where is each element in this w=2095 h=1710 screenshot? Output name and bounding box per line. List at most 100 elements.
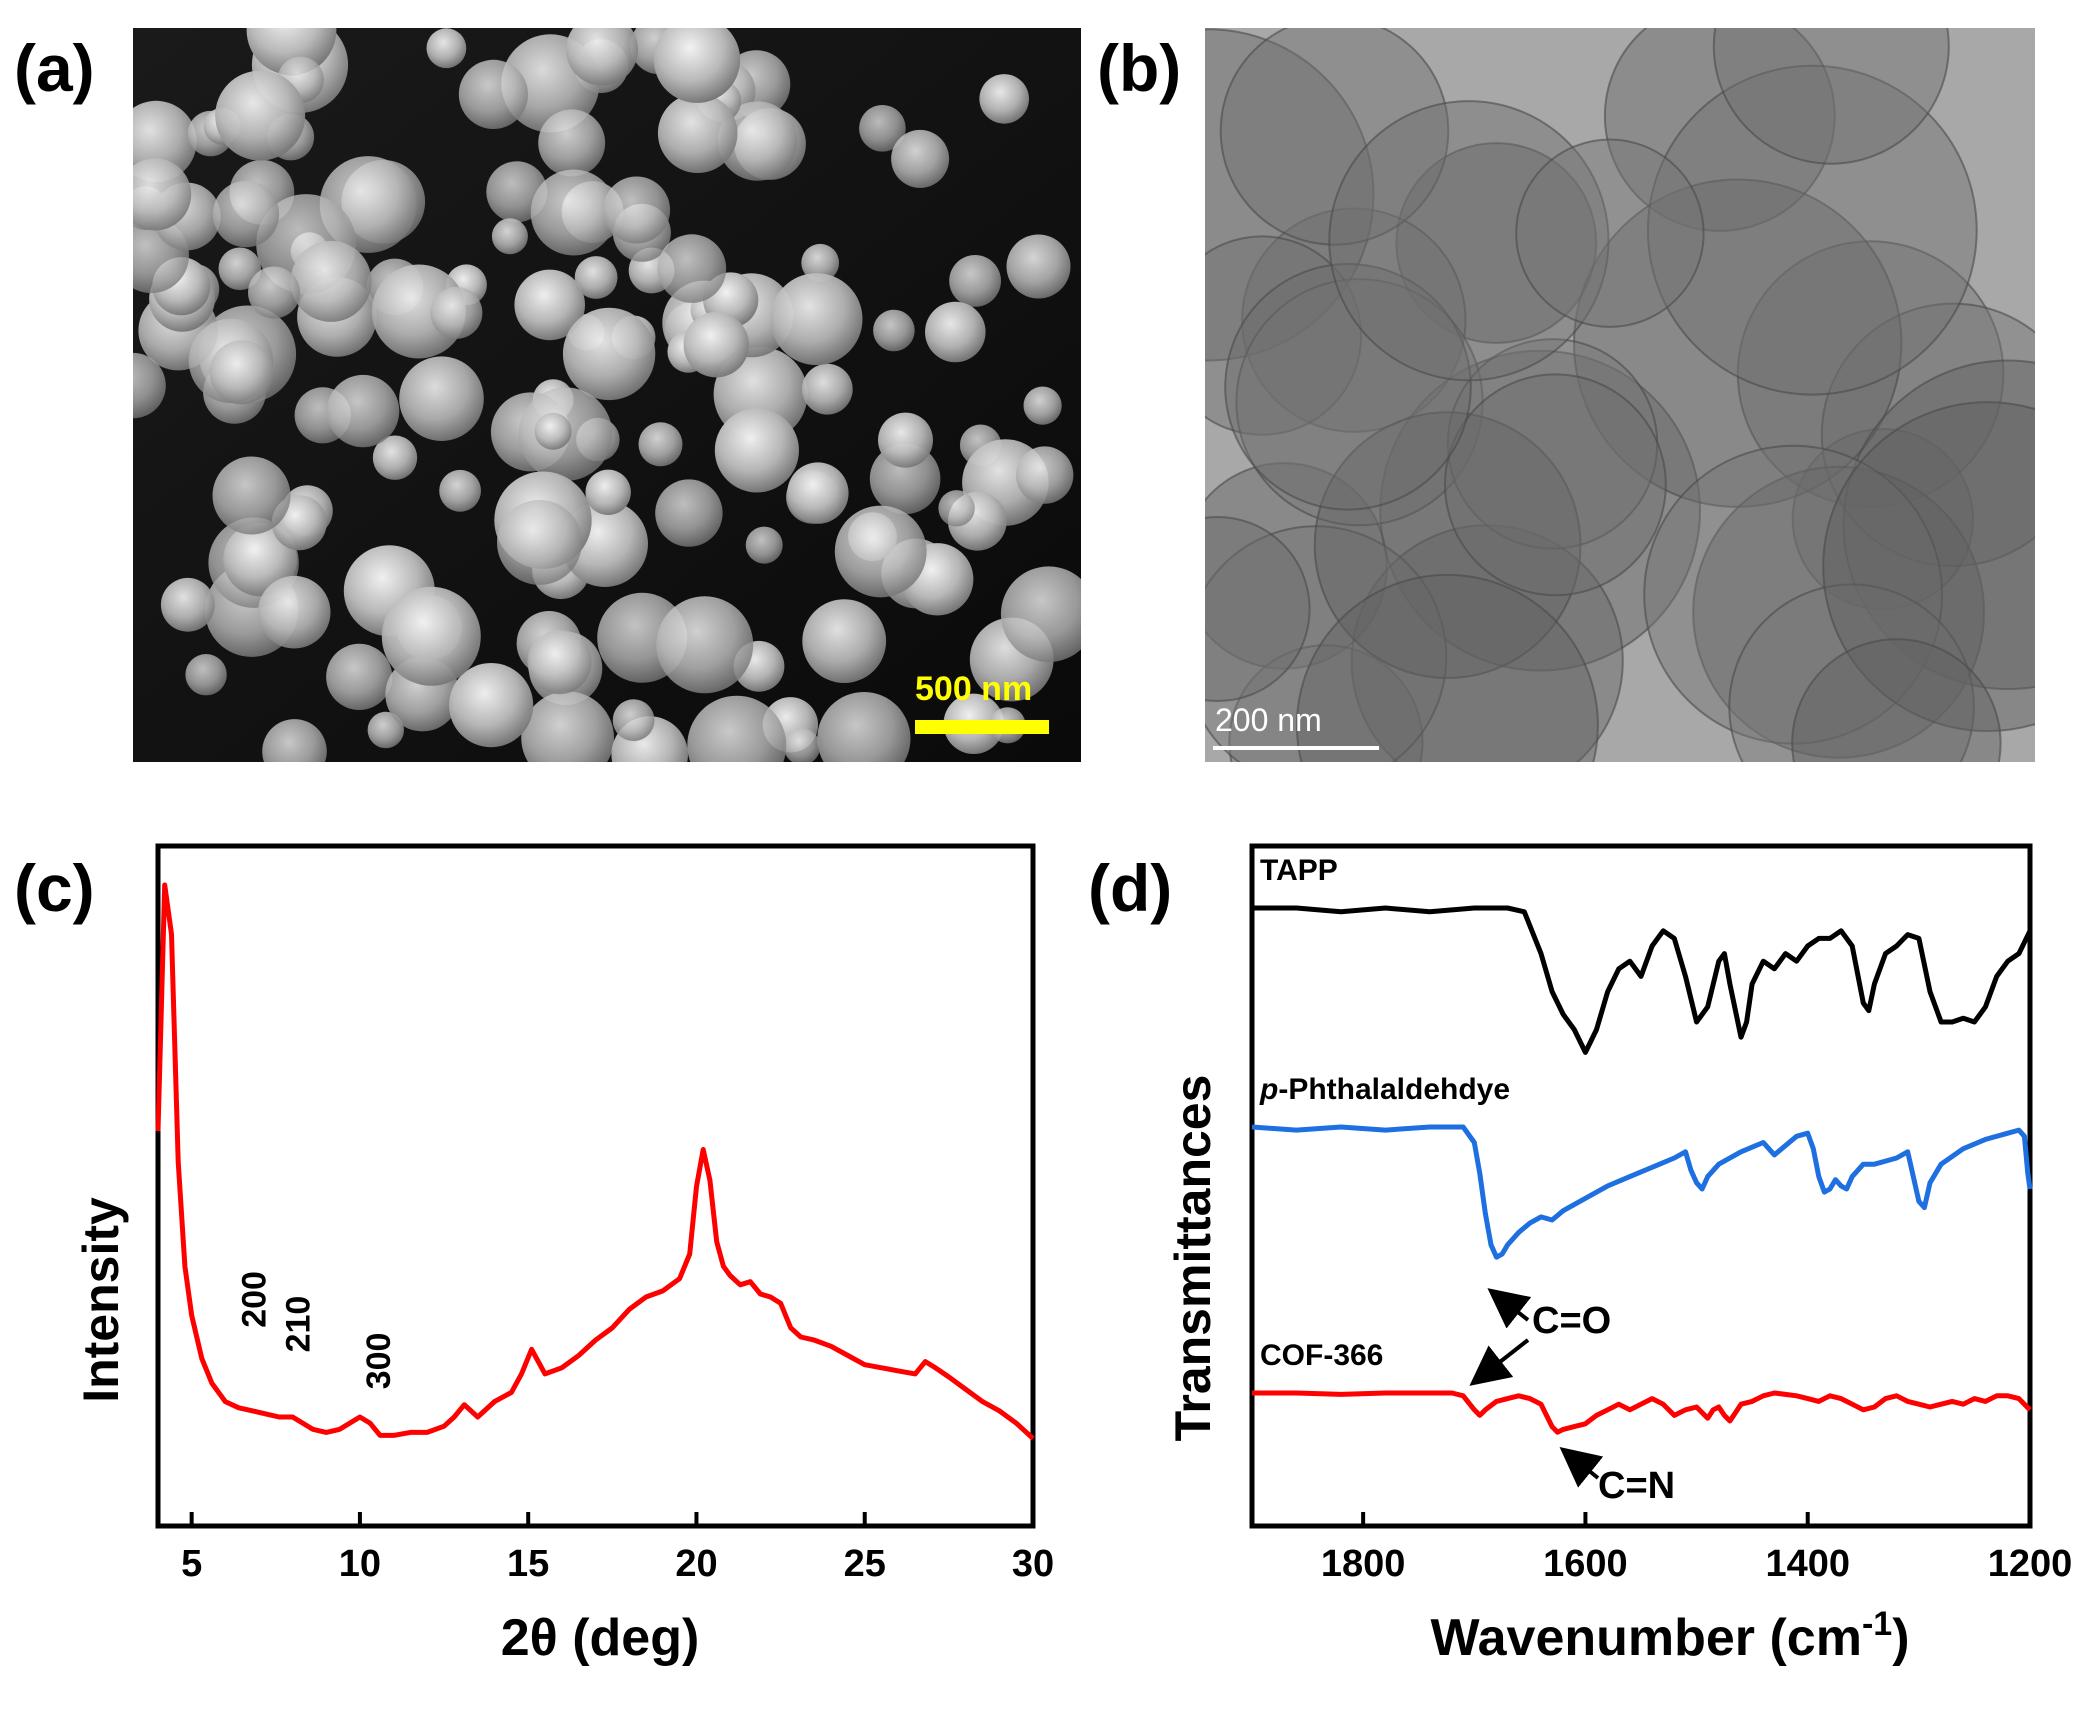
tem-particle (1313, 411, 1582, 679)
sem-particle (209, 340, 274, 405)
sem-particle (449, 663, 534, 748)
sem-particle (133, 158, 192, 231)
sem-particle (133, 352, 166, 419)
sem-particle (212, 180, 280, 248)
series-label-2: COF-366 (1260, 1339, 1383, 1372)
sem-particle (770, 273, 863, 366)
sem-particle (290, 240, 372, 322)
sem-particle (381, 586, 481, 686)
tem-particle (1822, 401, 2035, 733)
x-axis-label-close: ) (1892, 1609, 1909, 1667)
scale-bar-label: 500 nm (915, 670, 1033, 708)
tem-particle (1205, 235, 1363, 436)
x-axis-label: Wavenumber (cm-1) (1430, 1605, 1909, 1667)
tem-particle (1712, 28, 1950, 165)
sem-particle (458, 59, 528, 129)
sem-particle (873, 309, 915, 352)
tem-particle (1228, 644, 1424, 762)
sem-particle (538, 109, 606, 177)
arrow-c-n (1559, 1446, 1604, 1488)
x-tick-label: 1600 (1543, 1543, 1628, 1585)
sem-particle (491, 218, 528, 255)
tem-micrograph: 200 nm (1205, 28, 2035, 762)
sem-particle (745, 526, 783, 564)
sem-particle (262, 719, 327, 762)
sem-particle (257, 575, 331, 649)
sem-particle (834, 505, 927, 598)
scale-bar-label: 200 nm (1215, 702, 1322, 738)
tem-particles-image (1205, 28, 2035, 762)
sem-particle (817, 692, 911, 762)
x-axis-label: 2θ (deg) (501, 1609, 700, 1667)
tem-particle (1444, 373, 1667, 597)
sem-particle (687, 695, 787, 762)
sem-particle (585, 469, 631, 515)
sem-particle (426, 28, 467, 69)
x-axis-label-superscript: -1 (1862, 1605, 1892, 1643)
sem-particle (655, 479, 723, 547)
sem-particle (603, 176, 671, 244)
sem-particle (1006, 234, 1071, 299)
sem-particle (326, 374, 400, 448)
sem-particle (367, 711, 404, 749)
tem-particle (1219, 28, 1450, 246)
sem-particle (534, 412, 572, 450)
sem-particle (938, 490, 975, 527)
sem-particle (326, 643, 393, 711)
scale-bar (1213, 746, 1379, 750)
sem-particle (248, 266, 300, 319)
sem-particle (714, 408, 800, 493)
sem-particle (1000, 566, 1081, 662)
sem-particle (562, 307, 656, 401)
tem-particle (1205, 28, 1375, 362)
tem-particle (1736, 240, 2005, 508)
tem-particle (1515, 138, 1705, 328)
sem-particle (160, 577, 215, 632)
peak-label-210: 210 (279, 1296, 317, 1353)
sem-particle (439, 469, 481, 512)
series-line-0 (1252, 905, 2033, 1055)
sem-particle (223, 522, 297, 597)
x-tick-label: 25 (844, 1543, 886, 1585)
arrow-c-o-upper (1487, 1288, 1532, 1329)
sem-particle (430, 286, 483, 339)
panel-label-b: (b) (1097, 31, 1182, 105)
x-tick-label: 15 (507, 1543, 549, 1585)
sem-particle (527, 630, 592, 695)
series-label-1: p-Phthalaldehdye (1259, 1073, 1510, 1106)
y-axis-label: Intensity (73, 1197, 129, 1403)
sem-particle (212, 456, 291, 535)
tem-particle (1603, 28, 1836, 232)
tem-particle (1205, 516, 1311, 702)
annotation-c-o: C=O (1532, 1300, 1611, 1342)
sem-particle (656, 596, 754, 694)
sem-particle (683, 312, 749, 378)
tem-particle (1791, 638, 2002, 762)
sem-particle (979, 74, 1029, 124)
sem-particle (566, 28, 638, 86)
plot-frame (155, 843, 1036, 1529)
series-line-1 (1251, 1124, 2033, 1260)
x-axis-label-text: Wavenumber (cm (1430, 1609, 1862, 1667)
x-tick-label: 10 (339, 1543, 381, 1585)
sem-particle (372, 435, 418, 480)
sem-particle (801, 363, 853, 415)
series-label-0: TAPP (1260, 854, 1338, 887)
panel-label-a: (a) (14, 31, 95, 105)
sem-particle (657, 93, 738, 173)
sem-particle (878, 412, 933, 468)
x-tick-label: 1200 (1988, 1543, 2073, 1585)
sem-particle (185, 654, 227, 696)
xrd-chart: 51015202530100200210300 Intensity 2θ (de… (73, 843, 1054, 1667)
x-tick-label: 1800 (1321, 1543, 1406, 1585)
x-tick-label: 30 (1012, 1543, 1054, 1585)
tem-particle (1224, 262, 1472, 511)
sem-micrograph: 500 nm (133, 28, 1081, 762)
sem-particle (657, 234, 727, 303)
peak-label-200: 200 (236, 1271, 274, 1328)
tem-particle (1395, 142, 1598, 344)
sem-particle (783, 728, 821, 762)
tem-particle (1646, 64, 1978, 396)
tem-particle (1820, 302, 2035, 567)
xrd-series-line (155, 882, 1035, 1441)
